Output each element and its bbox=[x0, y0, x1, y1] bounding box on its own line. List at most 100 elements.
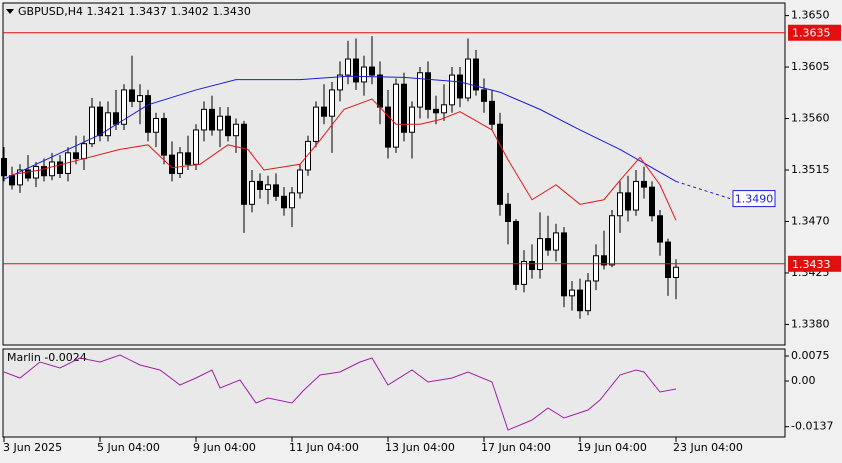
price-label-box bbox=[732, 190, 776, 208]
candle-body bbox=[665, 241, 671, 279]
candle-body bbox=[73, 152, 79, 160]
level-label: 1.3635 bbox=[792, 27, 831, 40]
candle-body bbox=[193, 129, 199, 165]
candle-body bbox=[225, 115, 231, 137]
candle-body bbox=[209, 108, 215, 131]
candle-body bbox=[345, 58, 351, 76]
candle-body bbox=[137, 95, 143, 102]
y-tick-label: 0.0075 bbox=[791, 349, 830, 362]
indicator-line bbox=[3, 354, 677, 431]
candle-body bbox=[329, 89, 335, 117]
candle-body bbox=[433, 108, 439, 114]
candle-body bbox=[577, 289, 583, 312]
candle-body bbox=[1, 158, 7, 177]
indicator-title: Marlin -0.0024 bbox=[7, 351, 87, 364]
candle-body bbox=[449, 74, 455, 106]
candle-body bbox=[537, 238, 543, 271]
x-tick-label: 23 Jun 04:00 bbox=[673, 441, 743, 454]
candle-body bbox=[353, 58, 359, 83]
candle-body bbox=[81, 143, 87, 160]
candle-body bbox=[281, 195, 287, 209]
candle-body bbox=[201, 108, 207, 131]
candle-body bbox=[497, 123, 503, 205]
candle-body bbox=[265, 184, 271, 190]
candle-body bbox=[305, 140, 311, 171]
y-tick-label: 1.3470 bbox=[791, 214, 830, 227]
candle-body bbox=[617, 192, 623, 217]
candle-body bbox=[625, 192, 631, 211]
x-tick-label: 3 Jun 2025 bbox=[3, 441, 62, 454]
candle-body bbox=[121, 89, 127, 125]
candle-body bbox=[241, 123, 247, 205]
x-tick-label: 9 Jun 04:00 bbox=[193, 441, 256, 454]
candle-body bbox=[217, 115, 223, 131]
candle-body bbox=[17, 169, 23, 186]
candle-body bbox=[185, 152, 191, 165]
candle-body bbox=[505, 203, 511, 222]
candle-body bbox=[145, 95, 151, 133]
y-tick-label: 0.00 bbox=[791, 374, 816, 387]
candle-body bbox=[545, 238, 551, 251]
candle-body bbox=[585, 280, 591, 312]
moving-average bbox=[11, 98, 677, 221]
candle-body bbox=[321, 106, 327, 117]
candle-body bbox=[569, 289, 575, 297]
y-tick-label: 1.3560 bbox=[791, 112, 830, 125]
candle-body bbox=[417, 72, 423, 108]
candle-body bbox=[425, 72, 431, 110]
candle-body bbox=[257, 180, 263, 190]
candle-body bbox=[465, 58, 471, 99]
level-label: 1.3433 bbox=[792, 258, 831, 271]
candle-body bbox=[521, 261, 527, 285]
candle-body bbox=[457, 74, 463, 99]
candle-body bbox=[273, 184, 279, 197]
candle-body bbox=[313, 106, 319, 142]
candle-body bbox=[561, 232, 567, 297]
candle-body bbox=[169, 154, 175, 174]
candle-body bbox=[641, 180, 647, 188]
indicator-pane bbox=[2, 348, 786, 438]
candle-body bbox=[473, 58, 479, 91]
candle-body bbox=[33, 166, 39, 179]
candle-body bbox=[57, 161, 63, 174]
x-tick-label: 13 Jun 04:00 bbox=[385, 441, 455, 454]
candle-body bbox=[161, 118, 167, 156]
candle-body bbox=[97, 106, 103, 137]
candle-body bbox=[129, 89, 135, 102]
candle-body bbox=[153, 118, 159, 133]
candle-body bbox=[441, 104, 447, 114]
price-label: 1.3490 bbox=[735, 193, 774, 206]
price-pane bbox=[2, 2, 786, 346]
candle-body bbox=[633, 180, 639, 211]
candle-body bbox=[609, 215, 615, 266]
candle-body bbox=[105, 112, 111, 137]
candle-body bbox=[593, 255, 599, 282]
x-tick-label: 19 Jun 04:00 bbox=[577, 441, 647, 454]
candle-body bbox=[489, 100, 495, 125]
candle-body bbox=[289, 192, 295, 209]
candle-body bbox=[393, 83, 399, 148]
candle-body bbox=[649, 186, 655, 217]
x-tick-label: 5 Jun 04:00 bbox=[97, 441, 160, 454]
level-label-box bbox=[788, 255, 841, 272]
y-tick-label: 1.3515 bbox=[791, 163, 830, 176]
y-tick-label: 1.3650 bbox=[791, 9, 830, 22]
candle-body bbox=[601, 255, 607, 266]
candle-body bbox=[89, 106, 95, 145]
candle-body bbox=[377, 74, 383, 108]
candle-body bbox=[361, 66, 367, 83]
candle-body bbox=[113, 112, 119, 125]
candle-body bbox=[385, 106, 391, 148]
candle-body bbox=[49, 161, 55, 177]
candle-body bbox=[513, 220, 519, 285]
candle-body bbox=[401, 83, 407, 133]
candle-body bbox=[25, 169, 31, 179]
candle-body bbox=[337, 74, 343, 91]
candle-body bbox=[297, 169, 303, 194]
candle-body bbox=[249, 180, 255, 205]
candle-body bbox=[9, 175, 15, 186]
y-tick-label: 1.3605 bbox=[791, 60, 830, 73]
candle-body bbox=[529, 261, 535, 271]
candle-body bbox=[369, 66, 375, 76]
y-tick-label: 1.3380 bbox=[791, 317, 830, 330]
